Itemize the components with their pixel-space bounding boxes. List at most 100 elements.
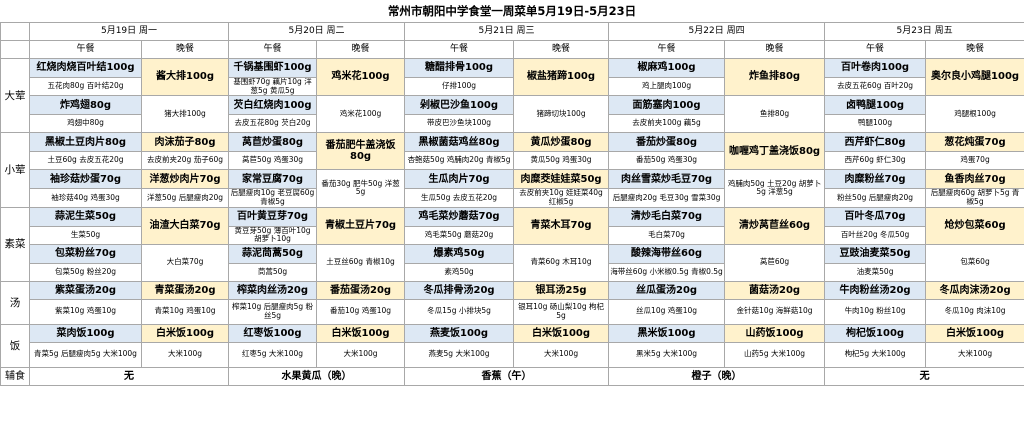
lunch-dish: 冬瓜排骨汤20g	[404, 280, 515, 300]
lunch-dish: 黑米饭100g	[608, 323, 726, 343]
side-dish: 无	[824, 366, 1024, 386]
dinner-header: 晚餐	[316, 40, 406, 59]
day-header: 5月22日 周四	[608, 22, 826, 41]
lunch-ingredients: 百叶丝20g 冬瓜50g	[824, 225, 927, 245]
side-dish: 香蕉（午）	[404, 366, 610, 386]
meal-header-row: 午餐 晚餐 午餐 晚餐 午餐 晚餐 午餐 晚餐 午餐 晚餐	[0, 40, 1024, 59]
dish-row: 包菜粉丝70g 大白菜70g 蒜泥茼蒿50g 土豆丝60g 青椒10g 爆素鸡50g 青菜…	[1, 243, 1024, 282]
lunch-dish: 糖醋排骨100g	[404, 58, 515, 78]
lunch-ingredients: 鸭腿100g	[824, 114, 927, 134]
lunch-dish: 西芹虾仁80g	[824, 132, 927, 153]
lunch-ingredients: 红枣5g 大米100g	[228, 341, 318, 368]
dinner-dish: 菌菇汤20g	[724, 280, 826, 300]
dish-row: 炸鸡翅80g 猪大排100g 芡白红烧肉100g 鸡米花100g 剁椒巴沙鱼100g 猪蹄…	[1, 95, 1024, 134]
dish-row: 饭菜肉饭100g 白米饭100g 红枣饭100g 白米饭100g 燕麦饭100g 白米饭1…	[0, 323, 1024, 368]
lunch-ingredients: 鸡毛菜50g 蘑菇20g	[404, 225, 515, 245]
lunch-ingredients: 土豆60g 去皮五花20g	[29, 151, 142, 171]
dinner-dish: 白米饭100g	[140, 323, 230, 343]
category-label: 辅食	[0, 366, 30, 386]
lunch-ingredients: 袖珍菇40g 鸡蛋30g	[29, 188, 142, 208]
ingredient-row: 生菜50g 黄豆芽50g 薄百叶10g 胡萝卜10g 鸡毛菜50g 蘑菇20g 毛白菜…	[1, 225, 1024, 245]
lunch-dish: 红烧肉烧百叶结100g	[29, 58, 142, 78]
side-dish: 水果黄瓜（晚）	[228, 366, 406, 386]
dinner-header: 晚餐	[513, 40, 610, 59]
dinner-dish: 椒盐猪蹄100g	[513, 57, 610, 97]
dinner-ingredients: 大米100g	[513, 341, 610, 368]
dinner-ingredients: 大米100g	[140, 341, 230, 368]
dinner-dish: 清炒莴苣丝60g	[724, 206, 826, 245]
dinner-dish: 炝炒包菜60g	[925, 206, 1024, 245]
dinner-ingredients: 鸡蛋70g	[925, 151, 1024, 171]
dinner-ingredients: 后腿瘦肉60g 胡萝卜5g 青椒5g	[925, 188, 1024, 208]
dinner-header: 晚餐	[724, 40, 826, 59]
lunch-dish: 燕麦饭100g	[404, 323, 515, 343]
ingredient-row: 青菜5g 后腿瘦肉5g 大米100g 大米100g 红枣5g 大米100g 大米100…	[1, 341, 1024, 368]
ingredient-row: 五花肉80g 百叶结20g 基围虾70g 藕片10g 洋葱5g 黄瓜5g 仔排100…	[1, 76, 1024, 97]
dinner-dish: 冬瓜肉沫汤20g	[925, 280, 1024, 300]
lunch-dish: 百叶卷肉100g	[824, 58, 927, 78]
lunch-dish: 紫菜蛋汤20g	[29, 280, 142, 300]
lunch-ingredients: 素鸡50g	[404, 262, 515, 282]
dinner-ingredients: 黄瓜50g 鸡蛋30g	[513, 151, 610, 171]
dinner-dish: 肉糜茭娃娃菜50g	[513, 169, 610, 190]
dinner-dish: 青椒土豆片70g	[316, 206, 406, 245]
dinner-dish: 鸡米花100g	[316, 57, 406, 97]
lunch-ingredients: 鸡翅中80g	[29, 114, 142, 134]
lunch-dish: 生瓜肉片70g	[404, 169, 515, 190]
dinner-header: 晚餐	[140, 40, 230, 59]
lunch-dish: 炸鸡翅80g	[29, 95, 142, 116]
dinner-ingredients: 鸡脯肉50g 土豆20g 胡萝卜5g 洋葱5g	[724, 169, 826, 208]
lunch-ingredients: 榨菜10g 后腿瘦肉5g 粉丝5g	[228, 298, 318, 325]
lunch-dish: 黑椒菌菇鸡丝80g	[404, 132, 515, 153]
dinner-ingredients: 鸡米花100g	[316, 95, 406, 134]
lunch-dish: 面筋塞肉100g	[608, 95, 726, 116]
lunch-dish: 清炒毛白菜70g	[608, 206, 726, 227]
lunch-ingredients: 茼蒿50g	[228, 262, 318, 282]
lunch-dish: 蒜泥生菜50g	[29, 206, 142, 227]
lunch-ingredients: 冬瓜15g 小排块5g	[404, 298, 515, 325]
side-dish: 橙子（晚）	[608, 366, 826, 386]
dinner-dish: 肉沫茄子80g	[140, 132, 230, 153]
dinner-dish: 炸鱼排80g	[724, 57, 826, 97]
lunch-dish: 百叶黄豆芽70g	[228, 206, 318, 227]
ingredient-row: 袖珍菇40g 鸡蛋30g 洋葱50g 后腿瘦肉20g 后腿瘦肉10g 老豆腐60g …	[1, 188, 1024, 208]
lunch-dish: 千锅基围虾100g	[228, 58, 318, 78]
dinner-ingredients: 银耳10g 砀山梨10g 枸杞5g	[513, 298, 610, 325]
dinner-dish: 奥尔良小鸡腿100g	[925, 57, 1024, 97]
lunch-dish: 肉糜粉丝70g	[824, 169, 927, 190]
lunch-dish: 鸡毛菜炒蘑菇70g	[404, 206, 515, 227]
dinner-dish: 酱大排100g	[140, 57, 230, 97]
dinner-ingredients: 番茄30g 肥牛50g 洋葱5g	[316, 169, 406, 208]
lunch-dish: 丝瓜蛋汤20g	[608, 280, 726, 300]
lunch-dish: 菜肉饭100g	[29, 323, 142, 343]
lunch-dish: 蒜泥茼蒿50g	[228, 243, 318, 264]
dinner-dish: 白米饭100g	[925, 323, 1024, 343]
lunch-ingredients: 丝瓜10g 鸡蛋10g	[608, 298, 726, 325]
dinner-dish: 白米饭100g	[513, 323, 610, 343]
dish-row: 汤紫菜蛋汤20g 青菜蛋汤20g 榨菜肉丝汤20g 番茄蛋汤20g 冬瓜排骨汤20g 银耳…	[0, 280, 1024, 325]
dinner-ingredients: 大白菜70g	[140, 243, 230, 282]
dinner-ingredients: 猪蹄切块100g	[513, 95, 610, 134]
lunch-dish: 莴苣炒蛋80g	[228, 132, 318, 153]
dish-row: 袖珍菇炒蛋70g 洋葱炒肉片70g 家常豆腐70g 番茄30g 肥牛50g 洋葱5g 生…	[1, 169, 1024, 208]
side-dish: 无	[28, 366, 230, 386]
lunch-ingredients: 黑米5g 大米100g	[608, 341, 726, 368]
lunch-ingredients: 燕麦5g 大米100g	[404, 341, 515, 368]
lunch-dish: 百叶冬瓜70g	[824, 206, 927, 227]
dinner-ingredients: 番茄10g 鸡蛋10g	[316, 298, 406, 325]
lunch-ingredients: 粉丝50g 后腿瘦肉20g	[824, 188, 927, 208]
dinner-ingredients: 青菜10g 鸡蛋10g	[140, 298, 230, 325]
dinner-ingredients: 洋葱50g 后腿瘦肉20g	[140, 188, 230, 208]
lunch-header: 午餐	[29, 40, 142, 59]
lunch-ingredients: 去皮五花60g 百叶20g	[824, 76, 927, 97]
lunch-dish: 爆素鸡50g	[404, 243, 515, 264]
dinner-dish: 青菜蛋汤20g	[140, 280, 230, 300]
dinner-ingredients: 包菜60g	[925, 243, 1024, 282]
lunch-dish: 豆豉油麦菜50g	[824, 243, 927, 264]
dinner-ingredients: 鱼排80g	[724, 95, 826, 134]
lunch-dish: 肉丝雪菜炒毛豆70g	[608, 169, 726, 190]
corner-cell	[0, 40, 30, 59]
lunch-dish: 黑椒土豆肉片80g	[29, 132, 142, 153]
lunch-ingredients: 黄豆芽50g 薄百叶10g 胡萝卜10g	[228, 225, 318, 245]
dish-row: 素菜 蒜泥生菜50g 油渣大白菜70g 百叶黄豆芽70g 青椒土豆片70g 鸡毛菜炒蘑菇7…	[0, 206, 1024, 282]
